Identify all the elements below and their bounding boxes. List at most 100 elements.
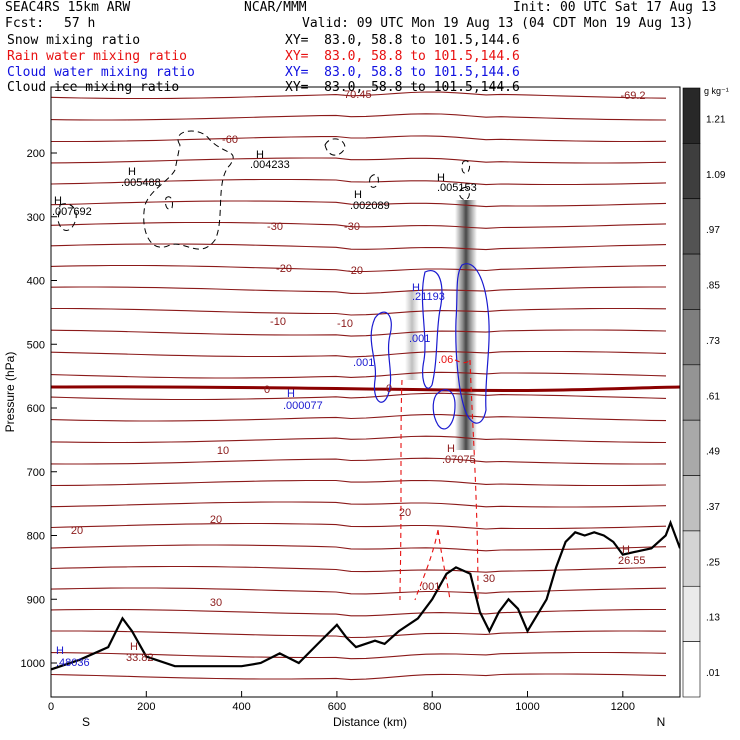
colorbar-swatch	[682, 530, 701, 587]
temp-label-20-b: 20	[399, 507, 411, 519]
isotherm	[51, 286, 666, 294]
isotherm	[51, 350, 667, 358]
plot-frame	[50, 86, 681, 698]
fcst-label: Fcst:	[5, 16, 45, 31]
y-tick-label: 700	[27, 467, 45, 479]
y-tick-label: 200	[27, 148, 45, 160]
y-axis: 200 300 400 500 600 700 800 900 1000	[21, 148, 57, 670]
field-xy-cloud-water: XY= 83.0, 58.8 to 101.5,144.6	[285, 65, 520, 80]
isotherm	[51, 200, 667, 208]
isotherm	[51, 91, 667, 100]
max-mark: H	[128, 166, 136, 178]
max-value: .002089	[350, 200, 390, 212]
freezing-level-line	[51, 385, 680, 393]
isotherm	[51, 157, 667, 164]
isotherm	[51, 673, 667, 681]
x-axis-title: Distance (km)	[333, 715, 407, 729]
colorbar-swatch	[682, 253, 701, 310]
contour-label: .06	[438, 354, 453, 366]
colorbar: 1.21 1.09 .97 .85 .73 .61 .49 .37 .25 .13 .01	[682, 87, 726, 698]
colorbar-label: 1.21	[706, 114, 726, 125]
temp-label: 30	[210, 597, 222, 609]
isotherm	[51, 630, 667, 639]
max-value: .21193	[412, 291, 445, 303]
colorbar-label: .01	[706, 668, 720, 679]
fcst-value: 57 h	[64, 16, 96, 31]
ice-shading-side	[405, 290, 419, 380]
isotherm	[51, 522, 667, 530]
max-value: .48036	[56, 657, 90, 669]
temp-label: -30	[267, 221, 283, 233]
isotherm	[51, 501, 667, 508]
temp-label: 30	[483, 573, 495, 585]
colorbar-swatch	[682, 419, 701, 476]
max-value: .000077	[283, 400, 323, 412]
init-time: Init: 00 UTC Sat 17 Aug 13	[513, 0, 717, 15]
isotherm	[51, 329, 667, 337]
isotherm	[51, 371, 667, 379]
contour-label: 0	[386, 383, 392, 395]
max-mark: H	[56, 645, 64, 657]
max-mark: H	[622, 544, 630, 556]
max-mark: H	[256, 149, 264, 161]
colorbar-swatch	[682, 585, 701, 642]
y-tick-label: 900	[27, 594, 45, 606]
x-tick-label: 0	[48, 701, 54, 713]
x-tick-label: 600	[328, 701, 346, 713]
max-value: 33.82	[126, 652, 154, 664]
colorbar-label: .61	[706, 391, 720, 402]
colorbar-label: .49	[706, 447, 720, 458]
colorbar-label: .85	[706, 281, 720, 292]
center-label: NCAR/MMM	[244, 0, 307, 15]
isotherm	[51, 479, 667, 487]
field-name-cloud-water: Cloud water mixing ratio	[7, 65, 195, 80]
temp-label: -70.45	[340, 89, 371, 101]
colorbar-label: 1.09	[706, 170, 726, 181]
isotherm	[51, 178, 667, 186]
temp-label: 0	[264, 384, 270, 396]
colorbar-label: .13	[706, 613, 720, 624]
colorbar-swatch	[682, 87, 701, 144]
colorbar-swatch	[682, 475, 701, 532]
colorbar-label: .97	[706, 225, 720, 236]
isotherm	[51, 307, 667, 316]
max-mark: H	[412, 282, 420, 294]
isotherm	[51, 135, 667, 143]
max-value: 26.55	[618, 555, 646, 567]
colorbar-label: .73	[706, 336, 720, 347]
temp-label: -20	[276, 263, 292, 275]
south-end-label: S	[82, 715, 90, 729]
max-value: .007692	[52, 206, 92, 218]
terrain-profile	[51, 519, 680, 671]
max-mark: H	[287, 388, 295, 400]
temp-label: -30	[344, 221, 360, 233]
max-mark: H	[54, 195, 62, 207]
isotherm	[51, 264, 667, 273]
isotherm	[51, 587, 667, 595]
x-tick-label: 1000	[515, 701, 539, 713]
contour-label: .001	[419, 581, 440, 593]
isotherm	[51, 435, 667, 444]
field-xy-snow: XY= 83.0, 58.8 to 101.5,144.6	[285, 33, 520, 48]
isotherm	[51, 565, 667, 573]
x-tick-label: 1200	[611, 701, 635, 713]
y-tick-label: 800	[27, 531, 45, 543]
y-tick-label: 600	[27, 403, 45, 415]
isotherm	[51, 414, 667, 422]
x-axis: 0 200 400 600 800 1000 1200	[48, 691, 635, 713]
max-value: .004233	[250, 159, 290, 171]
x-tick-label: 200	[137, 701, 155, 713]
rain-contours	[399, 359, 479, 601]
temp-label: -10	[270, 316, 286, 328]
isotherm	[51, 113, 667, 121]
x-tick-label: 400	[232, 701, 250, 713]
isotherm	[51, 392, 667, 401]
max-value: .07075	[442, 454, 476, 466]
isotherm	[51, 243, 667, 251]
y-tick-label: 1000	[21, 658, 45, 670]
temp-label: -10	[337, 318, 353, 330]
temp-label: 10	[217, 445, 229, 457]
contour-label: .001	[409, 333, 430, 345]
y-tick-label: 400	[27, 276, 45, 288]
